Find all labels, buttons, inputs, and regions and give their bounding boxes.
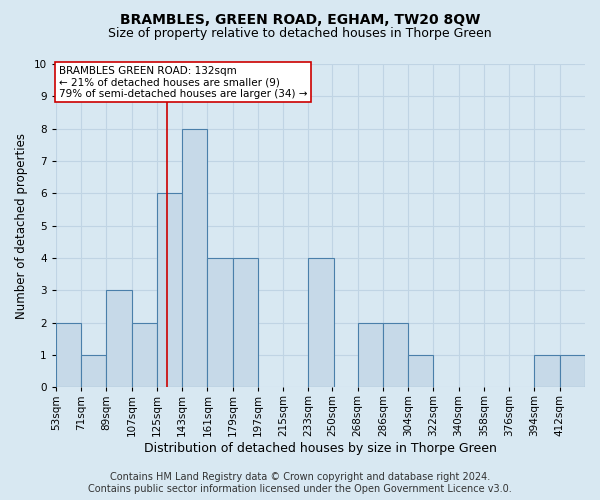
Bar xyxy=(233,258,258,388)
Bar xyxy=(208,258,233,388)
Bar xyxy=(535,355,560,388)
Text: BRAMBLES, GREEN ROAD, EGHAM, TW20 8QW: BRAMBLES, GREEN ROAD, EGHAM, TW20 8QW xyxy=(120,12,480,26)
X-axis label: Distribution of detached houses by size in Thorpe Green: Distribution of detached houses by size … xyxy=(144,442,497,455)
Text: BRAMBLES GREEN ROAD: 132sqm
← 21% of detached houses are smaller (9)
79% of semi: BRAMBLES GREEN ROAD: 132sqm ← 21% of det… xyxy=(59,66,307,99)
Bar xyxy=(358,322,383,388)
Bar xyxy=(308,258,334,388)
Bar xyxy=(56,322,81,388)
Text: Contains HM Land Registry data © Crown copyright and database right 2024.
Contai: Contains HM Land Registry data © Crown c… xyxy=(88,472,512,494)
Bar xyxy=(383,322,408,388)
Bar xyxy=(560,355,585,388)
Bar xyxy=(106,290,131,388)
Text: Size of property relative to detached houses in Thorpe Green: Size of property relative to detached ho… xyxy=(108,28,492,40)
Bar xyxy=(157,194,182,388)
Bar xyxy=(408,355,433,388)
Bar xyxy=(81,355,106,388)
Bar xyxy=(131,322,157,388)
Bar xyxy=(182,128,208,388)
Y-axis label: Number of detached properties: Number of detached properties xyxy=(15,132,28,318)
